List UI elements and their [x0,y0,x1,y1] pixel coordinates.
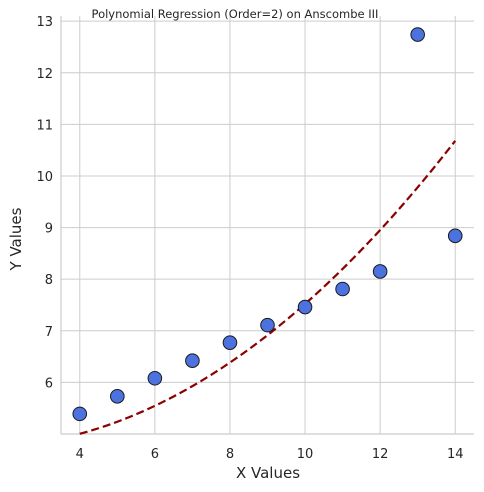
scatter-point [185,353,200,369]
x-tick-label: 6 [151,447,159,462]
scatter-point [222,335,238,350]
y-tick-label: 7 [45,325,53,340]
scatter-point [372,264,388,279]
axes-spines [60,16,474,435]
scatter-point [410,27,425,42]
fit-line-layer [79,140,457,435]
y-tick-label: 10 [36,170,53,185]
regression-fit-line [79,140,457,435]
scatter-point [110,389,125,404]
grid [61,16,474,434]
y-tick-label: 6 [45,376,53,391]
scatter-point [335,281,350,297]
x-tick-label: 8 [226,447,234,462]
x-tick-labels: 4 6 8 10 12 14 [76,447,464,462]
y-axis-label: Y Values [7,207,25,271]
scatter-points [72,27,463,422]
scatter-point [447,228,463,244]
y-tick-label: 13 [36,15,53,30]
y-tick-label: 12 [36,67,53,82]
y-tick-label: 11 [36,118,53,133]
scatter-point [147,370,163,386]
x-tick-label: 12 [372,447,389,462]
scatter-point [260,317,275,333]
y-tick-label: 9 [45,222,53,237]
y-tick-labels: 6 7 8 9 10 11 12 13 [36,15,53,391]
x-tick-label: 4 [76,447,84,462]
scatter-point [297,299,313,315]
y-tick-label: 8 [45,273,53,288]
x-tick-label: 14 [447,447,464,462]
scatter-point [72,406,88,422]
chart-title: Polynomial Regression (Order=2) on Ansco… [92,7,379,21]
x-tick-label: 10 [297,447,314,462]
x-axis-label: X Values [236,464,300,482]
